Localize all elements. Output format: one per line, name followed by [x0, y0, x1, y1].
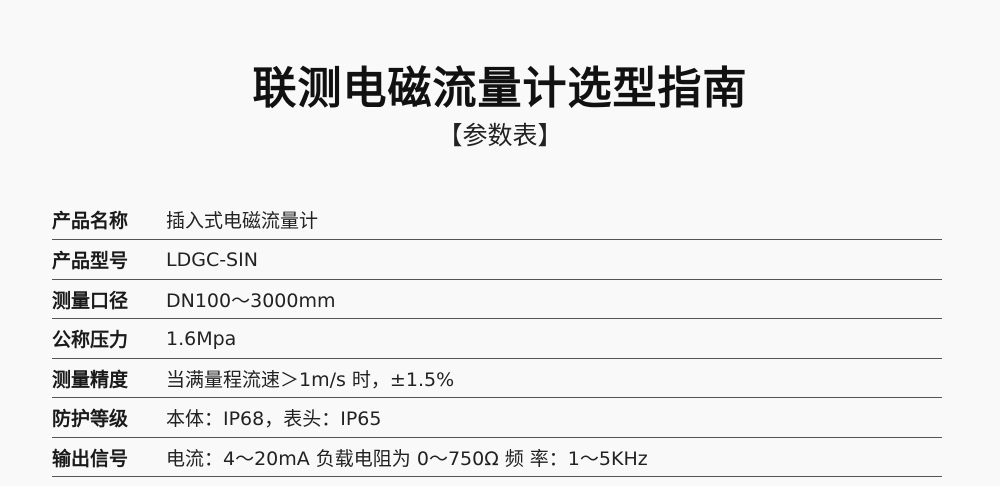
spec-label: 输出信号: [52, 447, 129, 470]
spec-value: DN100～3000mm: [166, 289, 336, 312]
spec-row-pressure: 公称压力 1.6Mpa: [52, 320, 942, 359]
spec-value: LDGC-SIN: [166, 248, 258, 271]
spec-label: 测量口径: [52, 289, 129, 312]
spec-value: 电流：4～20mA 负载电阻为 0～750Ω 频 率：1～5KHz: [166, 447, 648, 470]
spec-value: 1.6Mpa: [166, 327, 237, 350]
spec-row-accuracy: 测量精度 当满量程流速＞1m/s 时，±1.5%: [52, 359, 942, 398]
page-subtitle: 【参数表】: [437, 121, 563, 150]
spec-table: 产品名称 插入式电磁流量计 产品型号 LDGC-SIN 测量口径 DN100～3…: [52, 200, 942, 478]
spec-row-model: 产品型号 LDGC-SIN: [52, 241, 942, 280]
spec-label: 防护等级: [52, 408, 129, 430]
spec-row-diameter: 测量口径 DN100～3000mm: [52, 280, 942, 319]
spec-label: 测量精度: [52, 368, 129, 391]
spec-value: 插入式电磁流量计: [166, 210, 319, 232]
spec-row-protection: 防护等级 本体：IP68，表头：IP65: [52, 399, 942, 438]
spec-row-output: 输出信号 电流：4～20mA 负载电阻为 0～750Ω 频 率：1～5KHz: [52, 438, 942, 477]
spec-label: 产品型号: [52, 250, 129, 272]
spec-label: 产品名称: [52, 210, 129, 232]
spec-label: 公称压力: [52, 329, 129, 351]
spec-value: 当满量程流速＞1m/s 时，±1.5%: [166, 368, 455, 391]
spec-value: 本体：IP68，表头：IP65: [166, 408, 382, 430]
spec-row-product-name: 产品名称 插入式电磁流量计: [52, 200, 942, 240]
page-title: 联测电磁流量计选型指南: [252, 63, 748, 114]
